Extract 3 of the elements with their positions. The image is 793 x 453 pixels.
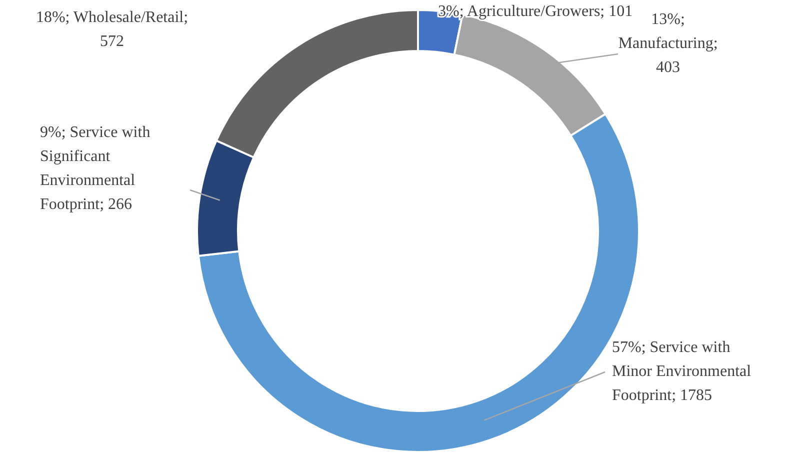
slice-label: 18%; Wholesale/Retail; 572 bbox=[36, 9, 188, 50]
slice-label: 9%; Service with Significant Environmental Footprint; 266 bbox=[40, 124, 150, 213]
slice-label: 57%; Service with Minor Environmental Footprint; 1785 bbox=[612, 339, 752, 404]
